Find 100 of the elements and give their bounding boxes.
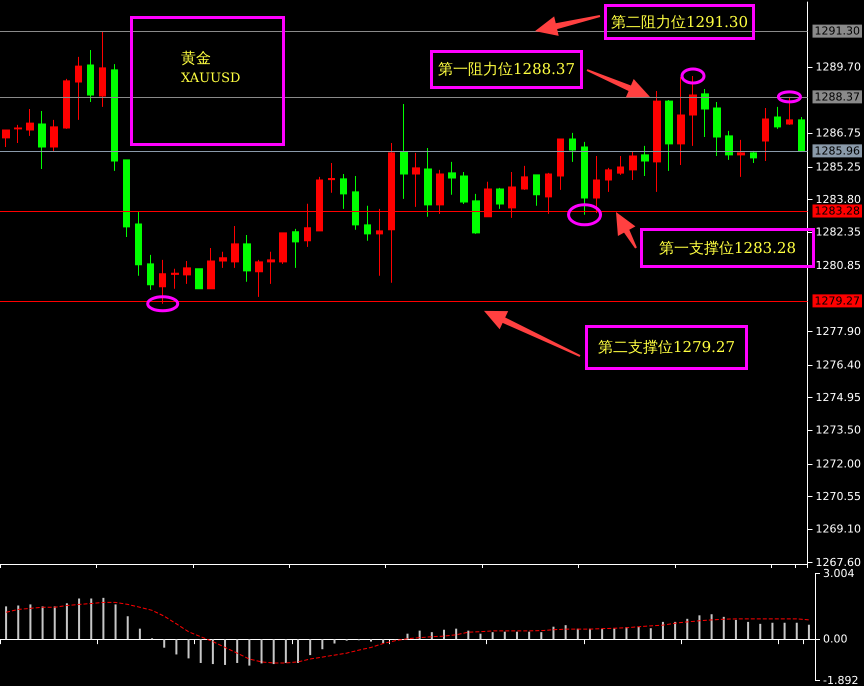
y-tick-label: 1274.95: [816, 391, 862, 404]
candlestick: [352, 175, 359, 230]
candlestick: [701, 88, 709, 138]
bar: [516, 632, 518, 640]
bar: [588, 628, 591, 640]
ref-line-label: 1283.28: [814, 204, 860, 218]
candlestick: [774, 106, 781, 130]
bar: [638, 626, 640, 640]
bar: [236, 639, 238, 663]
bar: [297, 639, 300, 663]
bar: [224, 639, 226, 665]
y-tick-label: 1267.60: [816, 556, 862, 569]
candlestick: [581, 141, 588, 216]
candlestick: [26, 108, 34, 136]
candlestick: [460, 171, 468, 205]
candlestick: [364, 205, 371, 242]
y-tick-label: 1270.55: [816, 490, 862, 503]
candlestick: [171, 268, 179, 290]
bar: [90, 598, 92, 640]
bar: [430, 632, 433, 640]
bar: [455, 628, 458, 640]
bar: [370, 639, 372, 642]
bar: [698, 615, 700, 640]
y-tick-label: 1289.70: [816, 60, 862, 74]
annotation: 第一阻力位1288.37: [438, 60, 576, 79]
bar: [662, 622, 664, 640]
candlestick: [292, 228, 299, 268]
bar: [334, 639, 336, 644]
line-series: [6, 602, 810, 664]
bar: [406, 634, 408, 640]
ref-line-label: 1291.30: [814, 24, 860, 38]
y-tick-label: 0.00: [823, 632, 848, 646]
bar: [54, 606, 56, 640]
bar: [138, 628, 141, 640]
candlestick: [99, 30, 106, 108]
candlestick: [557, 138, 564, 190]
candlestick: [207, 247, 215, 290]
candlestick: [750, 150, 757, 164]
bar: [613, 628, 616, 640]
bar: [796, 622, 798, 640]
candlestick: [231, 225, 239, 268]
y-tick-label: -1.892: [823, 674, 858, 686]
candlestick: [279, 232, 287, 264]
candlestick: [617, 156, 624, 176]
y-tick-label: 1283.80: [816, 192, 862, 206]
bar: [479, 634, 482, 640]
candlestick: [689, 75, 697, 146]
bar: [576, 628, 579, 640]
candlestick: [533, 174, 540, 206]
candlestick: [219, 251, 227, 268]
ref-line-label: 1285.96: [814, 144, 860, 158]
bar: [504, 632, 506, 640]
candlestick: [424, 147, 432, 218]
annotation: 第一支撑位1283.28: [658, 238, 796, 258]
y-tick-label: 1276.40: [816, 358, 862, 372]
bar: [248, 639, 250, 666]
candlestick: [75, 56, 82, 120]
bar: [442, 630, 445, 640]
bar: [625, 627, 628, 640]
bar: [418, 630, 421, 640]
bar: [734, 620, 737, 640]
candlestick: [195, 268, 203, 290]
bar: [808, 624, 810, 640]
candlestick: [2, 130, 10, 148]
bar: [200, 639, 202, 663]
bar: [650, 628, 652, 640]
candlestick: [14, 124, 22, 144]
bar: [163, 639, 166, 648]
bar: [601, 629, 604, 640]
candlestick: [641, 145, 649, 176]
bar: [66, 603, 68, 640]
bar: [114, 604, 117, 640]
bar: [747, 622, 750, 640]
candlestick: [147, 254, 154, 290]
bar: [686, 618, 688, 640]
ref-line-label: 1288.37: [814, 90, 860, 104]
y-tick-label: 1282.35: [816, 225, 862, 238]
bar: [42, 606, 44, 640]
bar: [552, 626, 554, 640]
bar: [284, 639, 287, 663]
bar: [78, 598, 80, 640]
y-tick-label: 1277.90: [816, 325, 862, 338]
y-tick-label: 1280.85: [816, 258, 862, 272]
candlestick: [255, 259, 263, 298]
annotation: 第二阻力位1291.30: [610, 12, 748, 32]
y-tick-label: 1269.10: [816, 522, 862, 536]
bar: [102, 598, 104, 640]
candlestick: [629, 151, 637, 181]
candlestick: [786, 96, 793, 126]
bar: [382, 639, 384, 644]
ref-line-label: 1279.27: [814, 294, 860, 308]
candlestick: [50, 119, 58, 152]
bar: [564, 625, 567, 640]
y-tick-label: 3.004: [823, 567, 854, 580]
bar: [722, 616, 725, 640]
candlestick: [123, 159, 130, 238]
candlestick: [63, 78, 70, 130]
candlestick: [183, 260, 191, 284]
candlestick: [496, 187, 504, 210]
candlestick: [38, 110, 46, 170]
